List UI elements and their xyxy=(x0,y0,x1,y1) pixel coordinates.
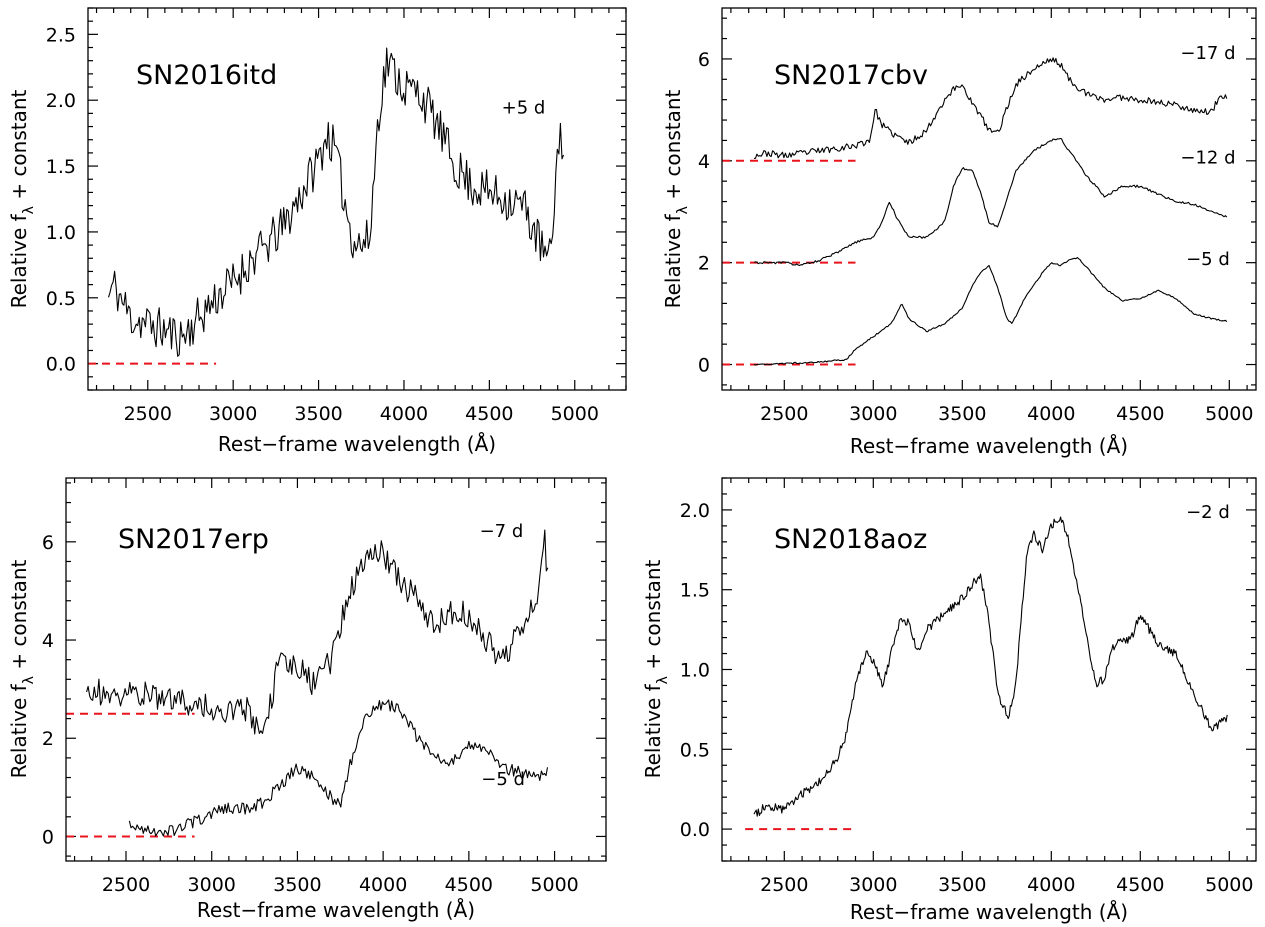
y-tick-label: 2.0 xyxy=(680,500,710,522)
x-tick-label: 2500 xyxy=(760,403,808,425)
spectrum-line xyxy=(107,47,565,357)
x-axis-label: Rest−frame wavelength (Å) xyxy=(850,900,1128,924)
x-tick-label: 2500 xyxy=(760,874,808,896)
panel-sn2017erp: 2500 3000 3500 4000 4500 5000 0 2 4 6 −7 d −5 d SN2… xyxy=(7,477,607,922)
y-label-main: Relative f xyxy=(7,683,31,778)
x-tick-label: 3500 xyxy=(938,403,986,425)
y-label-subscript: λ xyxy=(655,676,671,684)
epoch-label: −5 d xyxy=(1186,249,1230,270)
spectrum-line xyxy=(753,516,1228,817)
panel-title: SN2016itd xyxy=(136,60,277,91)
y-label-rest: + constant xyxy=(7,559,31,676)
x-tick-label: 4000 xyxy=(1027,874,1075,896)
epoch-label: −7 d xyxy=(480,521,524,542)
y-label-subscript: λ xyxy=(675,206,691,214)
plot-area: 2500 3000 3500 4000 4500 5000 0 2 4 6 −7 d −5 d xyxy=(42,478,607,896)
x-tick-label: 3000 xyxy=(188,874,236,896)
x-tick-label: 4000 xyxy=(359,874,407,896)
panel-title: SN2017cbv xyxy=(774,60,928,91)
y-tick-label: 0 xyxy=(42,826,54,848)
x-tick-label: 3000 xyxy=(849,403,897,425)
plot-frame xyxy=(65,477,607,862)
spectrum-line xyxy=(753,137,1228,266)
y-label-main: Relative f xyxy=(7,213,31,308)
y-tick-label: 1.0 xyxy=(46,222,76,244)
x-tick-label: 4500 xyxy=(1116,874,1164,896)
x-tick-label: 3000 xyxy=(209,403,257,425)
panel-sn2017cbv: 2500 3000 3500 4000 4500 5000 0 2 4 6 −17 d −12 d −5… xyxy=(661,7,1257,458)
x-tick-label: 4500 xyxy=(465,403,513,425)
y-label-rest: + constant xyxy=(661,89,685,206)
panel-sn2018aoz: 2500 3000 3500 4000 4500 5000 0.0 0.5 1.0 1.5 2.0 −… xyxy=(641,477,1257,924)
panel-title: SN2017erp xyxy=(118,524,269,555)
y-tick-label: 4 xyxy=(42,630,54,652)
plot-area: 2500 3000 3500 4000 4500 5000 0.0 0.5 1.0 1.5 2.0 −… xyxy=(680,477,1256,896)
x-tick-label: 2500 xyxy=(124,403,172,425)
spectrum-line xyxy=(86,529,549,735)
x-tick-label: 2500 xyxy=(102,874,150,896)
x-tick-label: 4500 xyxy=(445,874,493,896)
y-tick-label: 2.5 xyxy=(46,24,76,46)
x-tick-label: 5000 xyxy=(1205,403,1253,425)
y-axis-label: Relative fλ + constant xyxy=(7,559,37,778)
plot-frame xyxy=(721,7,1257,391)
y-label-rest: + constant xyxy=(641,559,665,676)
x-tick-label: 5000 xyxy=(530,874,578,896)
y-label-main: Relative f xyxy=(661,213,685,308)
y-axis-label: Relative fλ + constant xyxy=(661,89,691,308)
spectrum-line xyxy=(753,256,1228,366)
y-tick-label: 4 xyxy=(698,151,710,173)
y-tick-label: 0.0 xyxy=(680,819,710,841)
x-tick-label: 3500 xyxy=(273,874,321,896)
plot-frame xyxy=(87,7,627,391)
y-label-rest: + constant xyxy=(7,89,31,206)
x-axis-label: Rest−frame wavelength (Å) xyxy=(197,898,475,922)
y-tick-label: 1.5 xyxy=(680,580,710,602)
plot-area: 2500 3000 3500 4000 4500 5000 0 2 4 6 −17 d −12 d −5… xyxy=(698,8,1256,425)
epoch-label: −17 d xyxy=(1180,43,1235,64)
y-tick-label: 2 xyxy=(42,728,54,750)
x-tick-label: 4500 xyxy=(1116,403,1164,425)
x-tick-label: 3000 xyxy=(849,874,897,896)
plot-frame xyxy=(721,477,1257,862)
plot-area: 2500 3000 3500 4000 4500 5000 0.0 0.5 1.0 1.5 2.0 2… xyxy=(46,7,627,425)
y-label-subscript: λ xyxy=(21,206,37,214)
spectrum-line xyxy=(128,699,549,837)
y-label-subscript: λ xyxy=(21,676,37,684)
y-label-main: Relative f xyxy=(641,683,665,778)
y-axis-label: Relative fλ + constant xyxy=(7,89,37,308)
y-tick-label: 6 xyxy=(698,49,710,71)
panel-sn2016itd: 2500 3000 3500 4000 4500 5000 0.0 0.5 1.0 1.5 2.0 2… xyxy=(7,7,627,456)
y-tick-label: 1.0 xyxy=(680,660,710,682)
y-tick-label: 2.0 xyxy=(46,90,76,112)
y-tick-label: 6 xyxy=(42,532,54,554)
y-tick-label: 1.5 xyxy=(46,156,76,178)
spectrum-line xyxy=(753,57,1228,159)
y-tick-label: 0 xyxy=(698,355,710,377)
panel-title: SN2018aoz xyxy=(774,524,927,555)
epoch-label: −12 d xyxy=(1180,147,1235,168)
epoch-label: +5 d xyxy=(502,97,546,118)
y-tick-label: 0.5 xyxy=(46,288,76,310)
x-tick-label: 3500 xyxy=(294,403,342,425)
x-axis-label: Rest−frame wavelength (Å) xyxy=(218,432,496,456)
x-tick-label: 5000 xyxy=(551,403,599,425)
y-axis-label: Relative fλ + constant xyxy=(641,559,671,778)
y-tick-label: 0.5 xyxy=(680,739,710,761)
x-tick-label: 4000 xyxy=(380,403,428,425)
y-tick-label: 0.0 xyxy=(46,354,76,376)
y-tick-label: 2 xyxy=(698,253,710,275)
x-axis-label: Rest−frame wavelength (Å) xyxy=(850,434,1128,458)
epoch-label: −2 d xyxy=(1186,502,1230,523)
x-tick-label: 3500 xyxy=(938,874,986,896)
x-tick-label: 5000 xyxy=(1205,874,1253,896)
x-tick-label: 4000 xyxy=(1027,403,1075,425)
epoch-label: −5 d xyxy=(481,769,525,790)
